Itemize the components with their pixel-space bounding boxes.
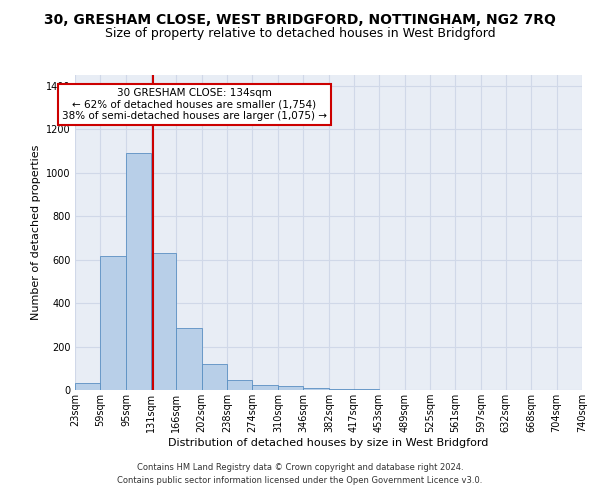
Bar — [151, 253, 176, 390]
Bar — [100, 256, 126, 390]
Bar — [176, 328, 202, 390]
Bar — [126, 153, 151, 390]
Text: Contains HM Land Registry data © Crown copyright and database right 2024.: Contains HM Land Registry data © Crown c… — [137, 462, 463, 471]
Bar — [75, 384, 100, 390]
Bar — [253, 385, 278, 390]
Text: 30 GRESHAM CLOSE: 134sqm
← 62% of detached houses are smaller (1,754)
38% of sem: 30 GRESHAM CLOSE: 134sqm ← 62% of detach… — [62, 88, 327, 121]
Bar — [202, 364, 227, 390]
Bar — [329, 389, 353, 390]
Text: Size of property relative to detached houses in West Bridgford: Size of property relative to detached ho… — [104, 28, 496, 40]
Bar — [227, 380, 253, 390]
Bar — [304, 388, 329, 390]
Bar — [278, 386, 304, 390]
X-axis label: Distribution of detached houses by size in West Bridgford: Distribution of detached houses by size … — [169, 438, 488, 448]
Text: 30, GRESHAM CLOSE, WEST BRIDGFORD, NOTTINGHAM, NG2 7RQ: 30, GRESHAM CLOSE, WEST BRIDGFORD, NOTTI… — [44, 12, 556, 26]
Y-axis label: Number of detached properties: Number of detached properties — [31, 145, 41, 320]
Text: Contains public sector information licensed under the Open Government Licence v3: Contains public sector information licen… — [118, 476, 482, 485]
